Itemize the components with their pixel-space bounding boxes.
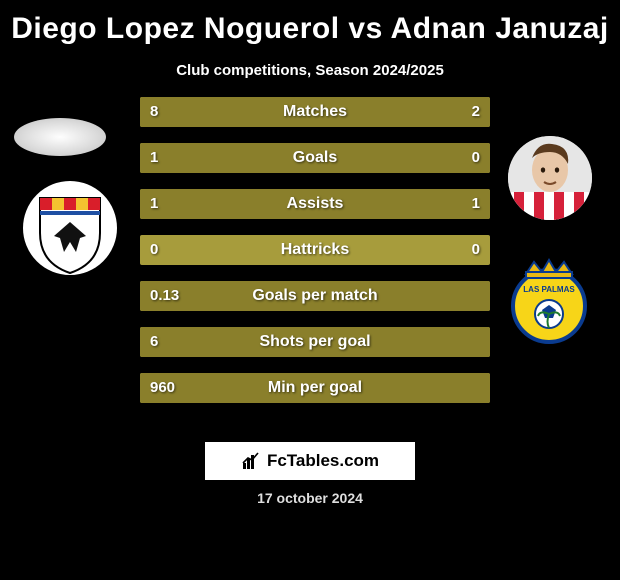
title-player-left: Diego Lopez Noguerol xyxy=(11,12,339,45)
stat-row: Matches8 2 xyxy=(140,97,490,127)
title-vs: vs xyxy=(348,12,382,45)
footer-site: FcTables.com xyxy=(267,451,379,471)
page-title: Diego Lopez Noguerol vs Adnan Januzaj xyxy=(0,8,620,52)
stat-value-right: 1 xyxy=(472,189,480,219)
stat-value-left: 1 xyxy=(150,143,158,173)
subtitle: Club competitions, Season 2024/2025 xyxy=(0,62,620,79)
footer-attribution: FcTables.com xyxy=(205,442,415,480)
stat-row: Hattricks0 0 xyxy=(140,235,490,265)
stat-row: Goals per match0.13 xyxy=(140,281,490,311)
player-left-avatar xyxy=(14,118,106,156)
stat-value-left: 8 xyxy=(150,97,158,127)
stat-label: Min per goal xyxy=(140,373,490,403)
stat-value-left: 1 xyxy=(150,189,158,219)
stat-label: Hattricks xyxy=(140,235,490,265)
player-right-avatar xyxy=(508,136,592,220)
stat-row: Goals1 0 xyxy=(140,143,490,173)
stat-value-right: 0 xyxy=(472,235,480,265)
stat-label: Matches xyxy=(140,97,490,127)
stat-value-right: 0 xyxy=(472,143,480,173)
stat-value-right: 2 xyxy=(472,97,480,127)
stat-label: Assists xyxy=(140,189,490,219)
stat-row: Min per goal960 xyxy=(140,373,490,403)
stat-bars: Matches82Goals10Assists11Hattricks00Goal… xyxy=(140,97,490,403)
stat-value-left: 6 xyxy=(150,327,158,357)
stat-label: Goals per match xyxy=(140,281,490,311)
stat-row: Assists1 1 xyxy=(140,189,490,219)
fctables-logo-icon xyxy=(241,451,261,471)
stat-value-left: 0.13 xyxy=(150,281,179,311)
club-left-crest xyxy=(20,178,120,278)
svg-text:LAS PALMAS: LAS PALMAS xyxy=(523,285,575,294)
club-right-crest: LAS PALMAS xyxy=(508,258,590,344)
footer-date: 17 october 2024 xyxy=(0,490,620,506)
stat-label: Shots per goal xyxy=(140,327,490,357)
stat-row: Shots per goal6 xyxy=(140,327,490,357)
title-player-right: Adnan Januzaj xyxy=(391,12,609,45)
stat-label: Goals xyxy=(140,143,490,173)
stat-value-left: 0 xyxy=(150,235,158,265)
stat-value-left: 960 xyxy=(150,373,175,403)
